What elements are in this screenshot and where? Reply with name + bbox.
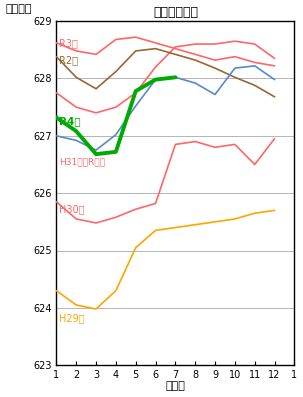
Title: 月別人口推移: 月別人口推移 bbox=[153, 6, 198, 19]
Text: H29年: H29年 bbox=[59, 313, 84, 323]
Text: R4年: R4年 bbox=[59, 116, 80, 127]
Text: H30年: H30年 bbox=[59, 204, 84, 214]
Text: R2年: R2年 bbox=[59, 55, 78, 65]
Text: R3年: R3年 bbox=[59, 38, 78, 48]
Y-axis label: （万人）: （万人） bbox=[5, 4, 32, 14]
X-axis label: （月）: （月） bbox=[165, 382, 185, 391]
Text: H31年・R元年: H31年・R元年 bbox=[59, 157, 105, 166]
